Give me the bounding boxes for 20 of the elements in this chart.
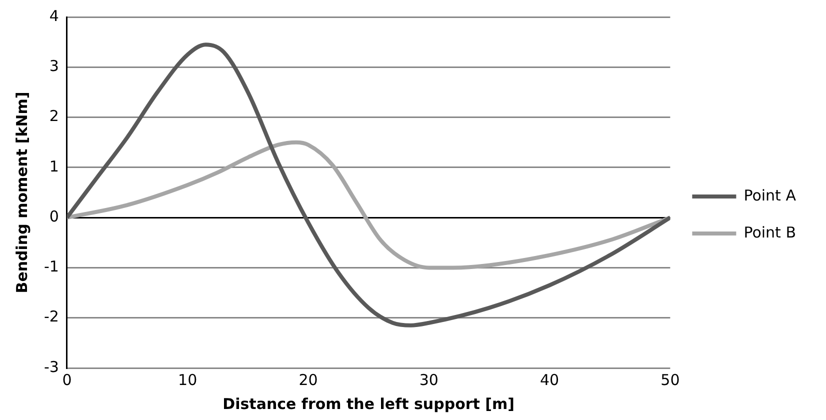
y-tick-label: -3 (44, 358, 59, 376)
y-tick-label: -1 (44, 258, 59, 276)
x-axis-title: Distance from the left support [m] (222, 394, 515, 413)
legend-label: Point B (744, 223, 796, 242)
x-tick-label: 10 (178, 370, 198, 389)
y-tick-label: 1 (49, 157, 59, 176)
y-axis-title: Bending moment [kNm] (12, 92, 31, 294)
y-tick-label: 0 (49, 207, 59, 226)
line-series (66, 42, 670, 328)
x-tick-label: 50 (660, 370, 680, 389)
x-tick-label: 40 (540, 370, 560, 389)
line-series (66, 140, 670, 270)
x-tick-label: 20 (298, 370, 318, 389)
y-tick-label: -2 (44, 308, 59, 326)
y-tick-label: 3 (49, 57, 59, 76)
legend-label: Point A (744, 186, 797, 204)
y-tick-label: 2 (49, 107, 59, 126)
x-tick-label: 30 (419, 370, 438, 389)
y-tick-label: 4 (49, 6, 59, 25)
x-tick-label: 0 (62, 370, 72, 389)
